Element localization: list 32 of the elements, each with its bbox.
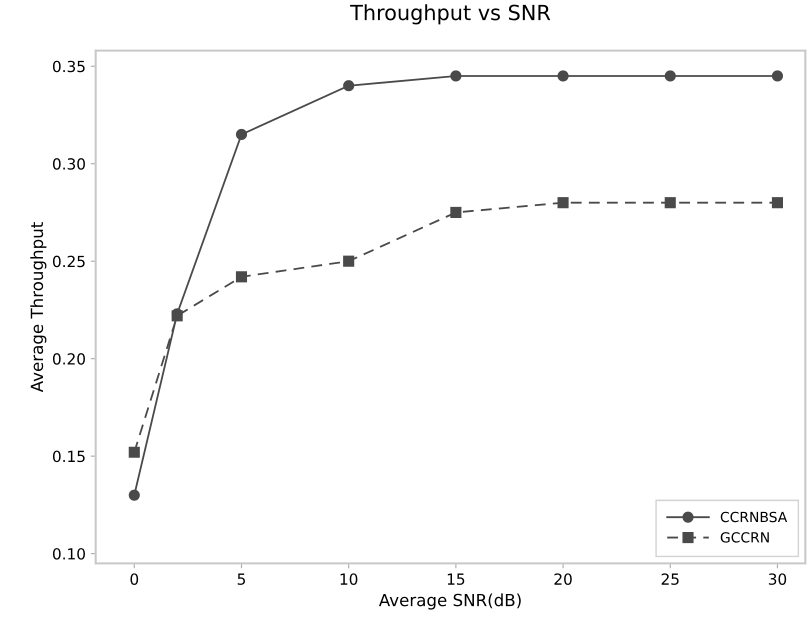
- x-tick-label: 10: [340, 573, 358, 585]
- y-tick-label: 0.35: [52, 60, 85, 72]
- x-tick-label: 20: [554, 573, 572, 585]
- x-tick-label: 30: [768, 573, 786, 585]
- point: [450, 206, 462, 218]
- legend-label: CCRNBSA: [720, 512, 788, 522]
- point: [558, 70, 569, 82]
- y-tick-label: 0.30: [52, 158, 85, 170]
- point: [128, 446, 140, 458]
- x-tick-label: 0: [130, 573, 138, 585]
- point: [772, 197, 784, 208]
- x-axis-title: Average SNR(dB): [378, 593, 521, 610]
- y-axis-title: Average Throughput: [30, 222, 46, 392]
- y-tick-label: 0.25: [52, 256, 85, 268]
- point: [772, 70, 784, 82]
- point: [236, 271, 248, 282]
- point: [236, 128, 248, 140]
- point: [343, 256, 354, 267]
- point: [128, 490, 140, 501]
- x-tick-label: 25: [662, 573, 679, 585]
- chart-title: Throughput vs SNR: [350, 4, 550, 24]
- y-tick-label: 0.10: [52, 548, 85, 560]
- legend-label: GCCRN: [720, 532, 769, 543]
- point: [450, 70, 462, 82]
- point: [664, 197, 676, 208]
- y-tick-label: 0.15: [52, 450, 85, 462]
- point: [558, 197, 569, 208]
- point: [343, 80, 354, 92]
- x-tick-label: 5: [238, 574, 246, 585]
- x-tick-label: 15: [448, 574, 464, 585]
- y-tick-label: 0.20: [52, 353, 85, 365]
- point: [664, 70, 676, 82]
